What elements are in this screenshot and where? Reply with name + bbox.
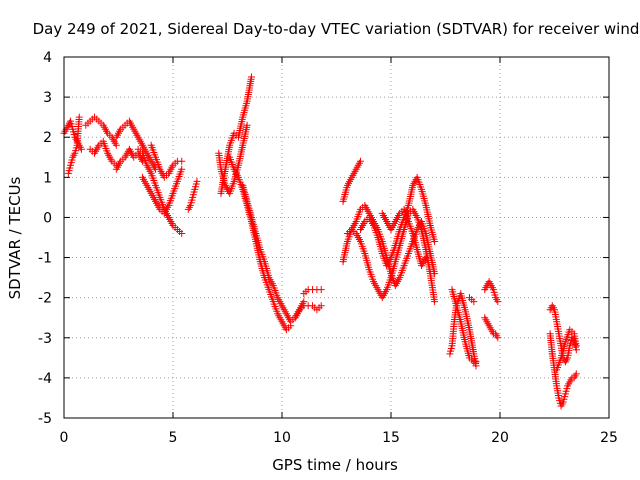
data-point [77, 145, 85, 153]
data-point [317, 302, 325, 310]
y-tick-label: -5 [38, 411, 52, 427]
x-tick-label: 15 [382, 430, 400, 446]
data-point [422, 254, 430, 262]
y-tick-label: -2 [38, 291, 52, 307]
y-tick-label: 0 [43, 210, 52, 226]
x-tick-label: 5 [169, 430, 178, 446]
y-tick-label: 3 [43, 90, 52, 106]
data-point [178, 229, 186, 237]
data-point [431, 298, 439, 306]
data-point [178, 157, 186, 165]
data-point [548, 350, 556, 358]
data-point [572, 370, 580, 378]
y-axis-label: SDTVAR / TECUs [6, 176, 24, 299]
data-point [243, 121, 251, 129]
y-tick-label: 2 [43, 130, 52, 146]
chart-title: Day 249 of 2021, Sidereal Day-to-day VTE… [33, 20, 640, 38]
data-point [494, 334, 502, 342]
plot-frame [63, 56, 610, 419]
x-tick-label: 10 [273, 430, 291, 446]
data-point [75, 113, 83, 121]
x-tick-label: 25 [600, 430, 618, 446]
x-tick-label: 20 [491, 430, 509, 446]
data-point [572, 342, 580, 350]
y-tick-label: -4 [38, 371, 52, 387]
x-axis-label: GPS time / hours [272, 456, 398, 474]
grid [64, 57, 609, 418]
y-tick-label: 4 [43, 50, 52, 66]
x-tick-label: 0 [60, 430, 69, 446]
y-tick-label: 1 [43, 170, 52, 186]
data-point [247, 73, 255, 81]
data-point [317, 286, 325, 294]
data-point [193, 177, 201, 185]
data-point [356, 157, 364, 165]
data-point [431, 238, 439, 246]
data-point [472, 358, 480, 366]
axis-ticks: 0 5 10 15 20 25 -5 -4 -3 -2 -1 0 1 2 3 4 [38, 50, 618, 446]
data-point [470, 298, 478, 306]
y-tick-label: -3 [38, 331, 52, 347]
data-point [178, 165, 186, 173]
y-tick-label: -1 [38, 251, 52, 267]
data-point [494, 298, 502, 306]
data-point [112, 141, 120, 149]
data-points [60, 73, 580, 410]
